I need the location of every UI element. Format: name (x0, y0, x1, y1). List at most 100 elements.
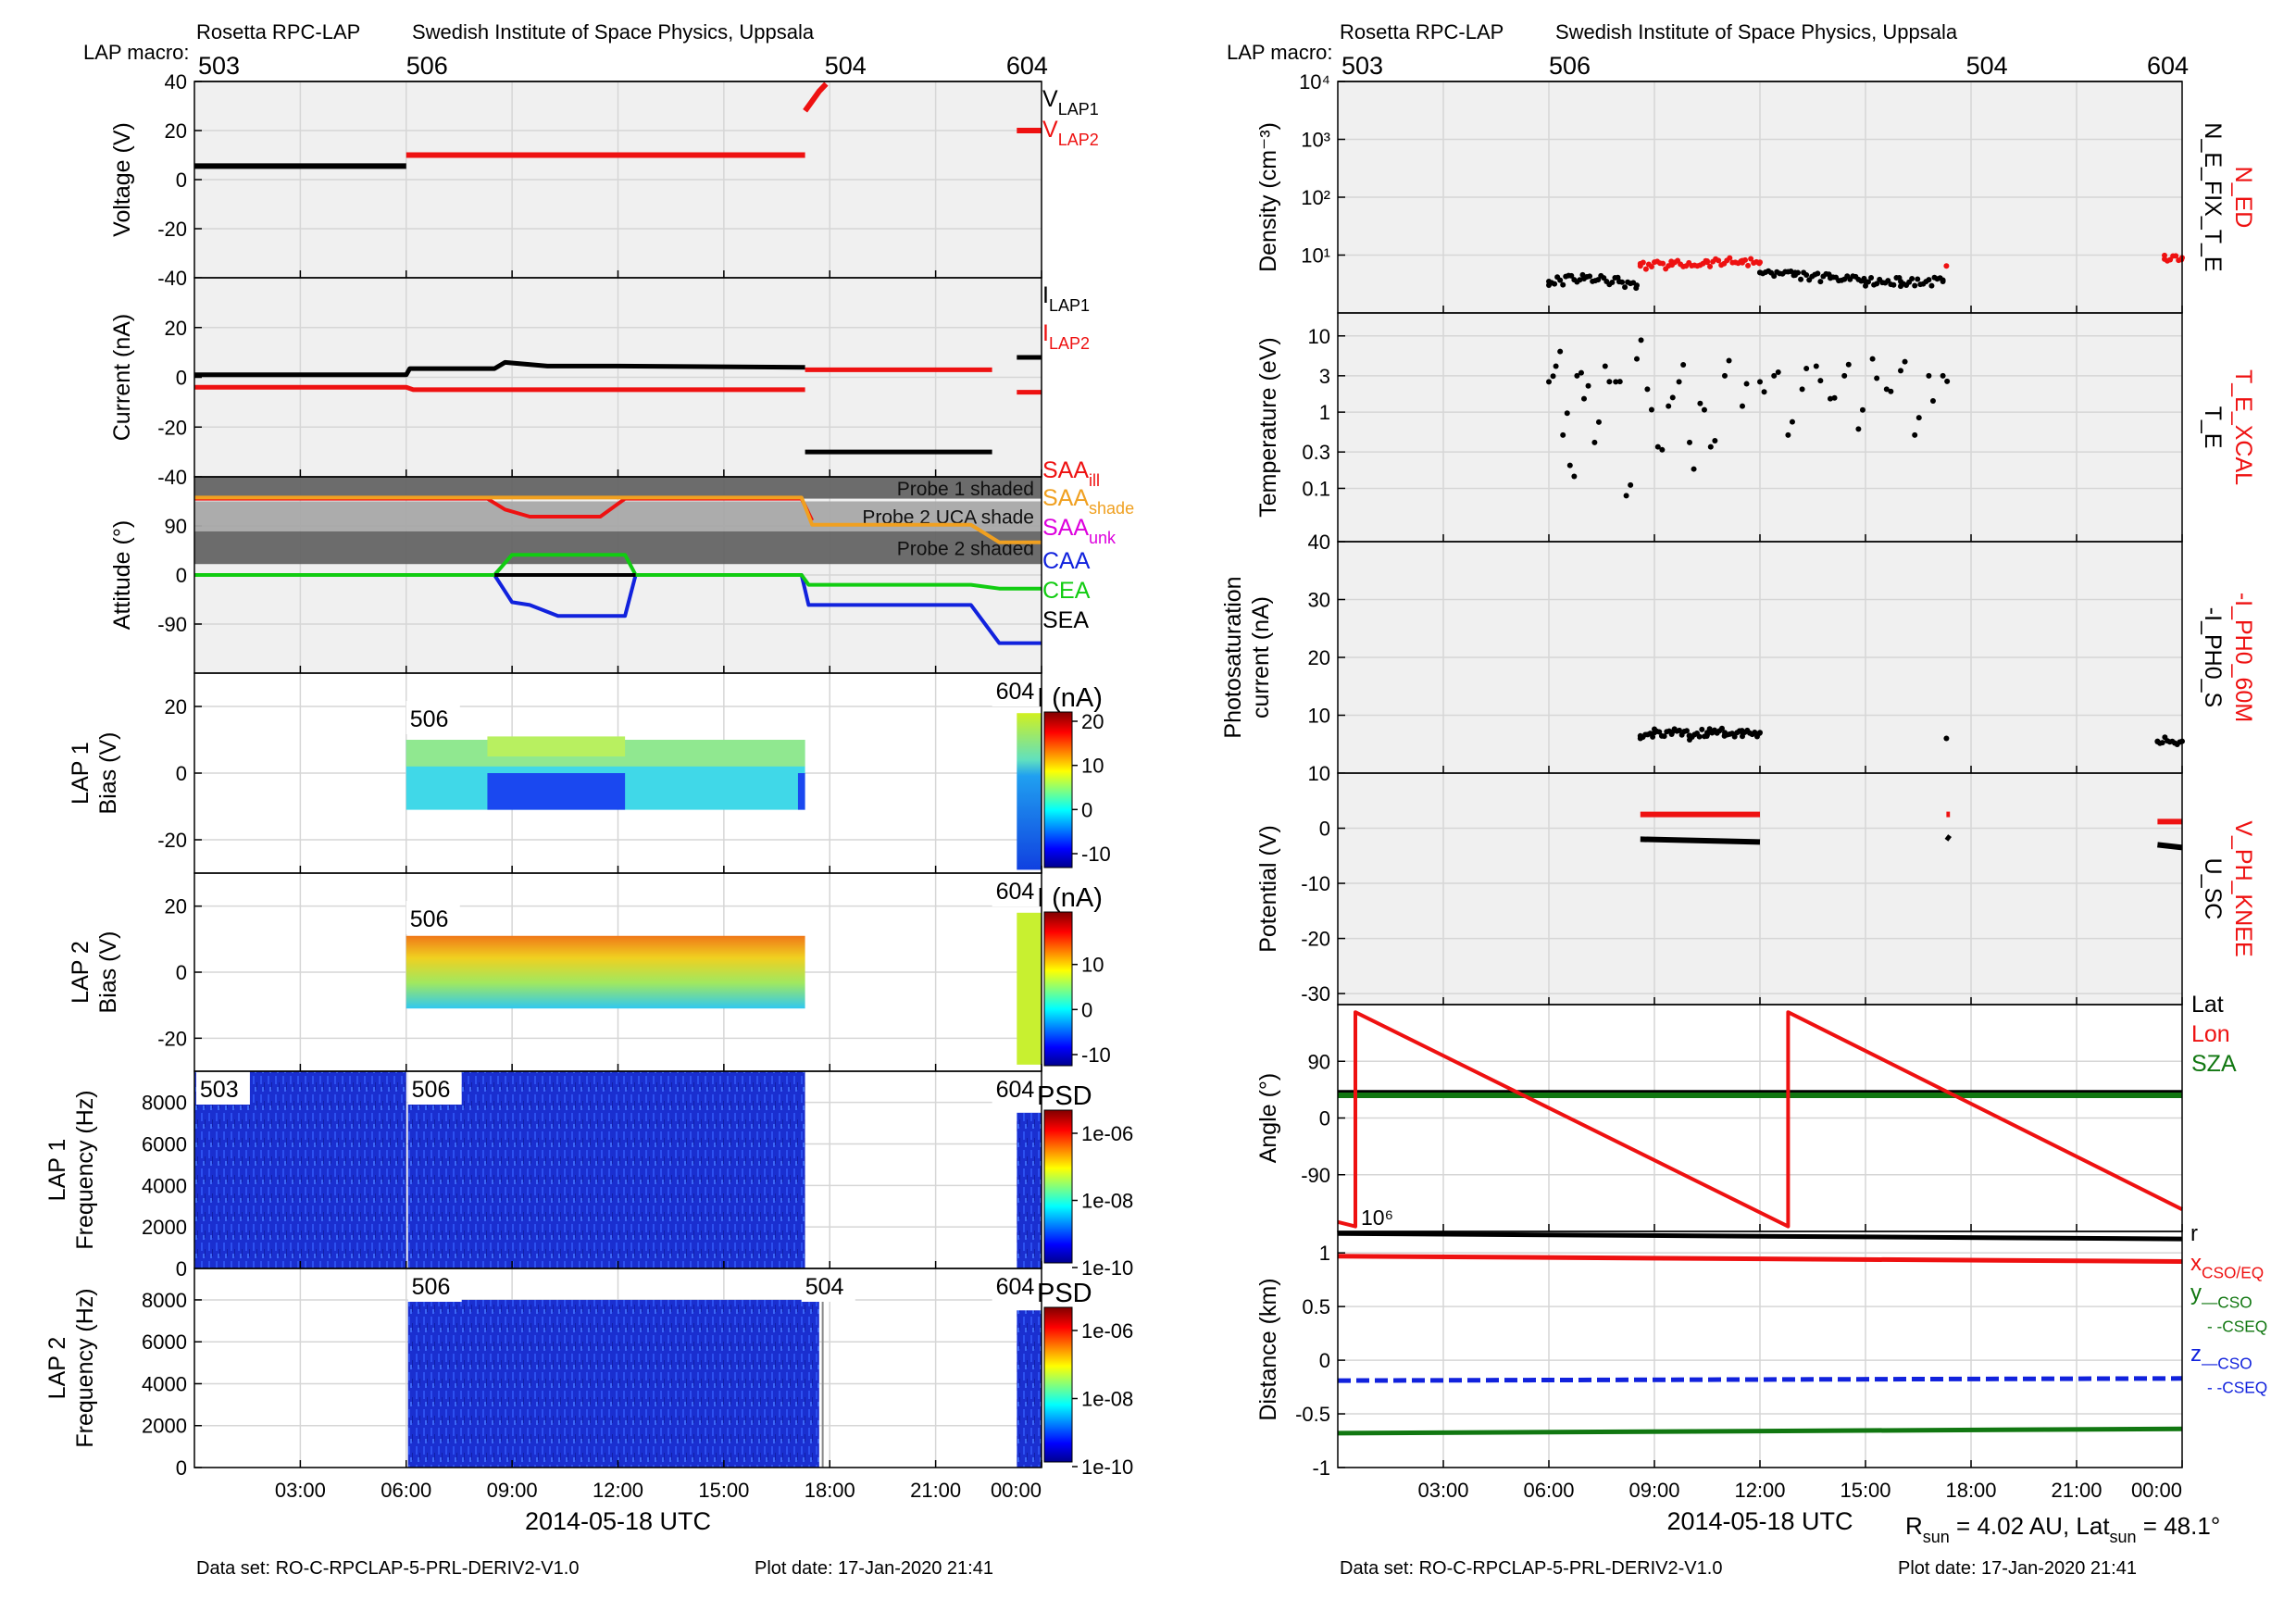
data-point (2159, 740, 2165, 746)
header-instrument: Rosetta RPC-LAP (196, 20, 360, 44)
panel-distance: 1 0.5 0 -0.5 -1 (1295, 1231, 2182, 1480)
y-axis-label: Density (cm⁻³) (1255, 122, 1281, 272)
legend-caa: CAA (1042, 548, 1091, 574)
data-point (1761, 389, 1767, 395)
data-point (1704, 259, 1710, 266)
footer-dataset: Data set: RO-C-RPCLAP-5-PRL-DERIV2-V1.0 (196, 1558, 579, 1579)
colorbar (1043, 911, 1073, 1067)
data-point (1731, 733, 1738, 740)
data-point (1928, 282, 1935, 289)
series-y (1337, 1426, 2183, 1436)
data-point (1616, 379, 1623, 385)
data-point (1803, 272, 1810, 279)
data-point (1595, 277, 1602, 283)
macro-box-label: 604 (996, 1077, 1035, 1103)
x-axis-label: 2014-05-18 UTC (1666, 1507, 1853, 1535)
data-point (1613, 379, 1619, 385)
macro-box-label: 506 (410, 906, 449, 932)
legend-distance: - -CSEQ (2207, 1378, 2267, 1396)
data-point (1553, 363, 1559, 369)
data-point (1669, 730, 1675, 736)
data-point (1912, 431, 1918, 438)
header-institute: Swedish Institute of Space Physics, Upps… (412, 20, 815, 44)
y-tick-label: 1 (1319, 1242, 1330, 1265)
macro-number: 604 (1006, 52, 1048, 80)
macro-box-label: 604 (996, 879, 1035, 905)
data-point (1683, 728, 1690, 734)
data-point (1578, 369, 1584, 376)
data-point (1915, 415, 1922, 421)
y-tick-label: 20 (1308, 646, 1330, 669)
legend-rotated: N_E_FIX_T_E (2200, 122, 2226, 271)
data-point (1888, 388, 1894, 394)
x-tick-label: 09:00 (487, 1479, 538, 1502)
data-point (1909, 275, 1915, 281)
data-point (1915, 276, 1921, 282)
spectrogram-block (1017, 1310, 1042, 1468)
spectrogram-block (1017, 1112, 1042, 1268)
colorbar-tick-label: -10 (1081, 1043, 1111, 1067)
data-point (1828, 395, 1833, 402)
y-axis-label: Attitude (°) (109, 520, 135, 630)
data-point (1609, 280, 1616, 286)
colorbar-tick-label: 0 (1081, 798, 1092, 821)
y-tick-label: 0 (176, 564, 187, 587)
data-point (1648, 263, 1654, 269)
data-point (1740, 257, 1745, 264)
data-point (1831, 394, 1838, 401)
data-point (1863, 278, 1868, 284)
data-point (1740, 403, 1745, 409)
x-tick-label: 06:00 (1523, 1479, 1574, 1502)
y-tick-label: 0 (1319, 818, 1330, 841)
data-point (1869, 356, 1876, 362)
data-point (1577, 277, 1583, 283)
y-tick-label: -20 (157, 416, 187, 439)
data-point (1661, 733, 1667, 740)
data-point (1638, 337, 1644, 344)
macro-box-label: 503 (200, 1077, 239, 1103)
x-tick-label: 15:00 (698, 1479, 749, 1502)
data-point (1648, 406, 1654, 413)
shade-band (194, 477, 1042, 499)
y-tick-label: 4000 (142, 1174, 187, 1197)
data-point (1757, 730, 1763, 736)
data-point (1789, 418, 1795, 425)
macro-box (407, 1071, 462, 1105)
data-point (1628, 481, 1634, 488)
colorbar-tick-label: 1e-10 (1081, 1455, 1133, 1479)
data-point (1707, 443, 1714, 450)
x-tick-label: 06:00 (381, 1479, 431, 1502)
data-point (1868, 274, 1875, 281)
data-point (1581, 275, 1587, 281)
series-I_LAP1 (194, 359, 805, 378)
data-point (1799, 386, 1805, 393)
data-point (1704, 730, 1710, 736)
data-point (1883, 386, 1890, 393)
x-tick-label: 21:00 (2051, 1479, 2102, 1502)
y-axis-label: Temperature (eV) (1255, 337, 1281, 518)
data-point (1587, 273, 1593, 280)
y-tick-label: 0.1 (1302, 477, 1330, 500)
x-tick-label: 15:00 (1840, 1479, 1890, 1502)
y-tick-label: 6000 (142, 1330, 187, 1354)
colorbar (1043, 1109, 1073, 1264)
y-tick-label: 0.5 (1302, 1295, 1330, 1318)
data-point (1845, 361, 1852, 368)
macro-box-label: 504 (805, 1274, 844, 1300)
data-point (1775, 369, 1781, 375)
x-tick-label: 18:00 (1945, 1479, 1996, 1502)
data-point (1726, 357, 1732, 364)
legend-distance: y—CSO (2190, 1280, 2252, 1311)
data-point (1798, 276, 1804, 282)
series-V_LAP2 (504) (803, 81, 829, 113)
data-point (1546, 379, 1552, 385)
data-point (1855, 426, 1862, 432)
y-axis-label: Voltage (V) (109, 122, 135, 237)
series-SAA_shade (194, 495, 1042, 544)
data-point (1564, 410, 1570, 417)
data-point (1616, 278, 1622, 284)
y-axis-label: LAP 2 (68, 941, 94, 1004)
y-tick-label: -40 (157, 466, 187, 489)
y-tick-label: 0 (1319, 1349, 1330, 1372)
data-point (1817, 279, 1824, 285)
